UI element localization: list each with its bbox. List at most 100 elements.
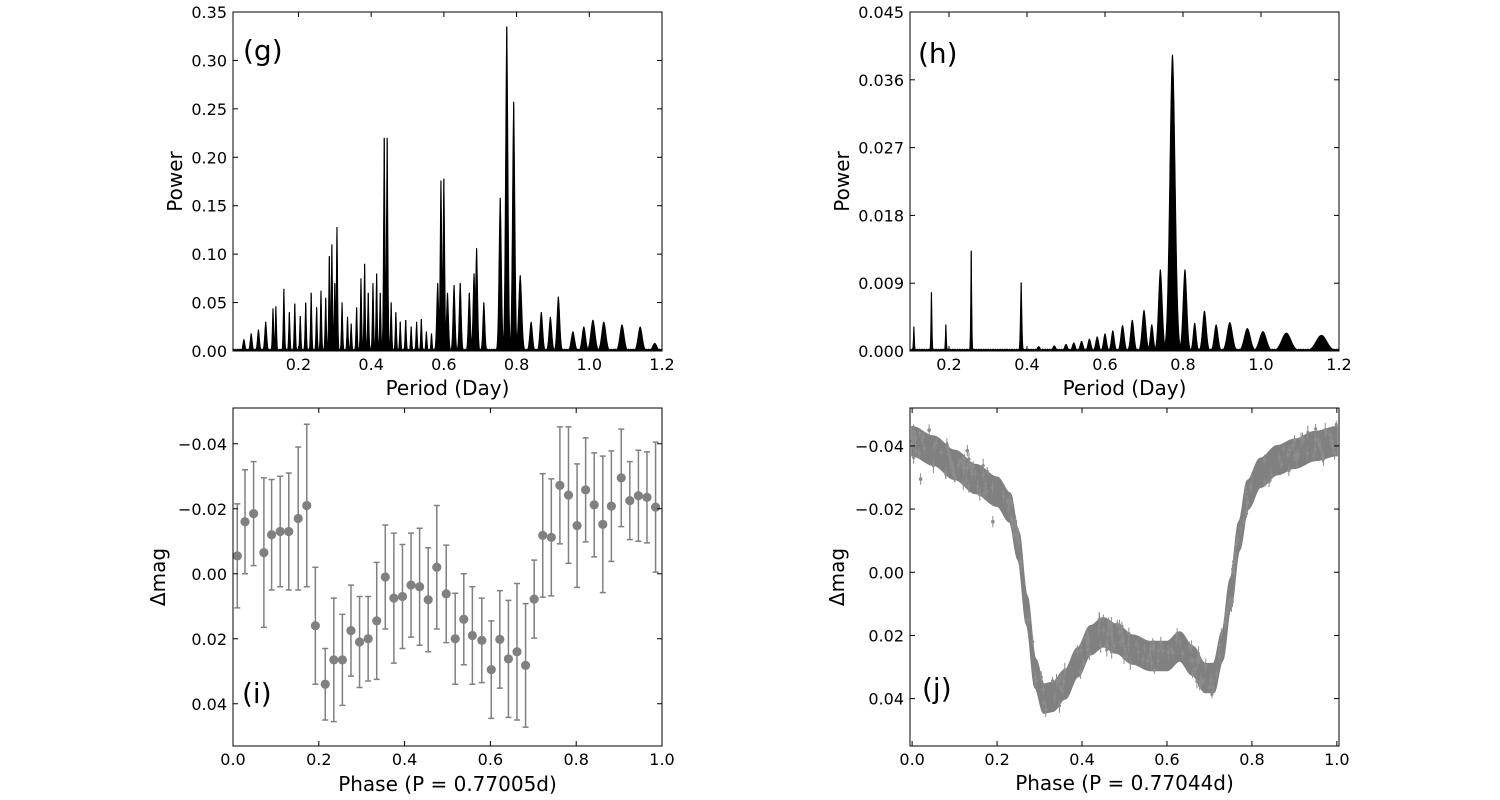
y-tick-label-g-1: 0.05 [191,294,227,313]
data-point-i-1 [240,469,250,575]
data-marker [1166,650,1170,654]
data-point-i-44 [616,428,626,528]
data-marker [973,472,977,476]
x-tick-label-i-5: 1.0 [649,750,674,769]
data-point-j-196 [1244,485,1248,499]
data-point-j-171 [1209,673,1213,687]
data-point-j-143 [1086,631,1090,646]
light-curve-band-j [911,425,1338,714]
plot-area-i [233,423,661,728]
x-tick-label-h-1: 0.4 [1014,355,1039,374]
data-point-j-187 [1115,619,1119,629]
data-marker [1250,475,1254,479]
data-marker [415,582,425,592]
data-point-j-248 [1112,641,1116,651]
x-tick-label-g-4: 1.0 [577,355,602,374]
data-marker [1328,432,1332,436]
x-tick-label-i-4: 0.8 [563,750,588,769]
data-point-j-247 [1318,438,1322,448]
data-marker [1269,472,1273,477]
data-point-j-150 [1012,527,1016,541]
data-marker [934,441,938,445]
data-marker [1209,678,1213,682]
data-marker [985,469,989,474]
data-marker [910,439,914,443]
data-point-i-33 [520,602,531,728]
data-marker [633,491,644,501]
y-axis-label-h: Power [830,150,854,211]
y-tick-label-h-4: 0.036 [858,71,904,90]
data-marker [1059,686,1063,691]
data-point-j-0 [1118,638,1123,647]
data-marker [1086,636,1090,640]
data-marker [1187,644,1192,648]
data-marker [971,464,975,469]
data-point-j-103 [1171,648,1175,657]
data-point-j-245 [1019,562,1023,571]
axes-frame-g [232,11,663,352]
data-point-i-24 [441,544,451,644]
data-marker [1215,672,1219,676]
data-point-j-259 [1189,656,1193,666]
plot-area-g [233,26,662,351]
data-point-i-45 [625,460,635,541]
data-point-i-34 [529,559,539,639]
x-axis-label-j: Phase (P = 0.77044d) [1015,771,1234,795]
x-tick-label-h-5: 1.2 [1326,355,1351,374]
data-marker [1009,516,1013,520]
data-point-j-183 [1127,627,1131,640]
x-tick-label-g-3: 0.8 [504,355,529,374]
data-point-j-160 [1313,432,1317,447]
data-point-j-137 [1121,635,1125,647]
data-point-i-31 [503,599,514,719]
data-marker [912,456,916,460]
data-marker [1149,647,1153,651]
data-point-i-48 [650,441,661,573]
data-point-i-11 [329,597,339,723]
data-marker [1087,652,1091,656]
panel-tag-i: (i) [242,677,272,710]
data-point-j-127 [1195,655,1200,669]
data-marker [1125,654,1129,658]
data-marker [1218,654,1222,659]
data-point-i-17 [380,524,390,630]
data-point-j-195 [1328,430,1332,439]
panel-tag-j: (j) [922,672,952,705]
data-point-j-258 [1016,527,1020,540]
data-point-j-36 [1190,668,1195,678]
data-marker [512,647,522,657]
data-point-j-80 [964,473,968,488]
data-point-j-12 [1142,644,1147,654]
y-tick-label-h-0: 0.000 [858,342,904,361]
data-point-i-8 [302,423,312,588]
outlier-point-j-1 [927,424,931,436]
panel-tag-h: (h) [918,37,958,70]
data-point-j-20 [1316,434,1320,446]
data-point-j-81 [922,443,927,454]
y-tick-label-h-2: 0.018 [858,206,904,225]
data-marker [1181,652,1185,656]
data-point-j-156 [1006,503,1011,516]
data-marker [380,572,390,582]
data-marker [1236,537,1240,542]
data-point-j-100 [1287,445,1292,455]
y-axis-label-g: Power [163,150,187,211]
x-tick-label-i-1: 0.2 [306,750,331,769]
data-point-j-224 [970,464,974,477]
data-marker [961,481,965,486]
data-marker [1267,480,1271,484]
data-point-j-89 [978,488,982,501]
data-marker [1016,531,1020,536]
data-point-j-240 [1033,671,1037,684]
data-marker [983,482,987,486]
data-marker [1318,447,1323,451]
data-marker [1238,527,1242,531]
data-point-j-153 [1279,460,1283,469]
data-marker [1061,679,1066,684]
data-point-j-91 [1159,636,1163,650]
data-marker [1318,441,1322,445]
data-point-j-242 [1236,534,1240,545]
data-marker [1081,662,1086,666]
data-marker [259,548,269,558]
data-point-j-55 [1122,651,1126,664]
